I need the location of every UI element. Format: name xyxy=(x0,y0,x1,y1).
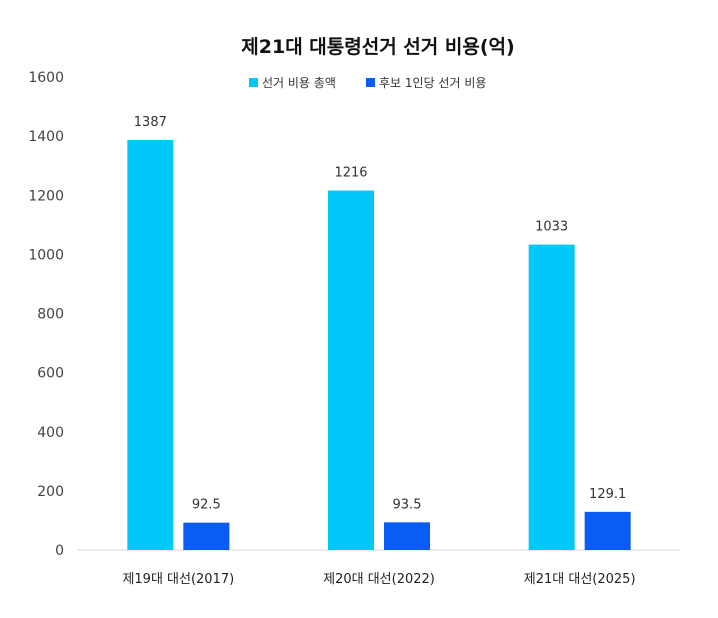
y-tick-label: 1400 xyxy=(28,129,64,145)
bar-total xyxy=(528,244,575,550)
bar-per-candidate xyxy=(384,522,430,550)
y-tick-label: 1000 xyxy=(28,247,64,263)
bars: 1387 92.5 1216 93.5 1033 129.1 xyxy=(127,115,631,550)
data-label: 129.1 xyxy=(589,487,626,502)
y-tick-label: 600 xyxy=(37,366,64,382)
data-label: 1216 xyxy=(334,166,367,181)
legend: 선거 비용 총액 후보 1인당 선거 비용 xyxy=(249,76,486,90)
legend-label-per-candidate: 후보 1인당 선거 비용 xyxy=(379,76,486,90)
y-tick-label: 1200 xyxy=(28,188,64,204)
x-tick-label: 제19대 대선(2017) xyxy=(122,572,234,587)
data-label: 93.5 xyxy=(393,497,422,512)
y-tick-label: 200 xyxy=(37,484,64,500)
bar-per-candidate xyxy=(584,511,631,550)
bar-per-candidate xyxy=(183,522,230,550)
bar-total xyxy=(127,139,174,550)
legend-swatch-per-candidate xyxy=(366,78,375,87)
x-axis: 제19대 대선(2017) 제20대 대선(2022) 제21대 대선(2025) xyxy=(122,572,635,587)
y-tick-label: 400 xyxy=(37,425,64,441)
y-tick-label: 800 xyxy=(37,307,64,323)
data-label: 92.5 xyxy=(192,498,221,513)
y-tick-label: 1600 xyxy=(28,70,64,86)
x-tick-label: 제20대 대선(2022) xyxy=(323,572,435,587)
y-tick-label: 0 xyxy=(55,543,64,559)
legend-label-total: 선거 비용 총액 xyxy=(262,76,336,90)
bar-total xyxy=(328,190,374,550)
legend-swatch-total xyxy=(249,78,258,87)
x-tick-label: 제21대 대선(2025) xyxy=(524,572,636,587)
chart-title: 제21대 대통령선거 선거 비용(억) xyxy=(241,36,514,58)
y-axis: 0 200 400 600 800 1000 1200 1400 1600 xyxy=(28,70,64,559)
data-label: 1033 xyxy=(535,220,568,235)
data-label: 1387 xyxy=(134,115,167,130)
